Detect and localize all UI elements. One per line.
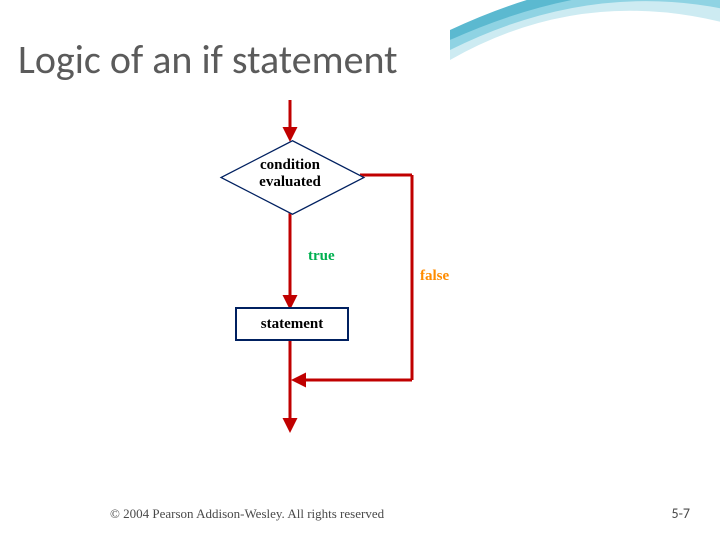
- edge-label-false: false: [420, 268, 449, 285]
- statement-node: statement: [235, 307, 349, 341]
- flowchart-lines: [0, 0, 720, 540]
- copyright-footer: © 2004 Pearson Addison-Wesley. All right…: [110, 506, 384, 522]
- edge-label-true: true: [308, 248, 335, 265]
- condition-node-label: conditionevaluated: [230, 157, 350, 190]
- page-number: 5-7: [672, 505, 690, 522]
